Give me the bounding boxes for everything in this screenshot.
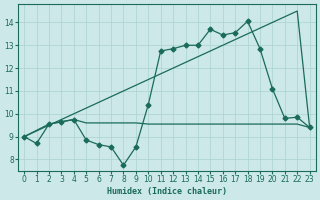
- X-axis label: Humidex (Indice chaleur): Humidex (Indice chaleur): [107, 187, 227, 196]
